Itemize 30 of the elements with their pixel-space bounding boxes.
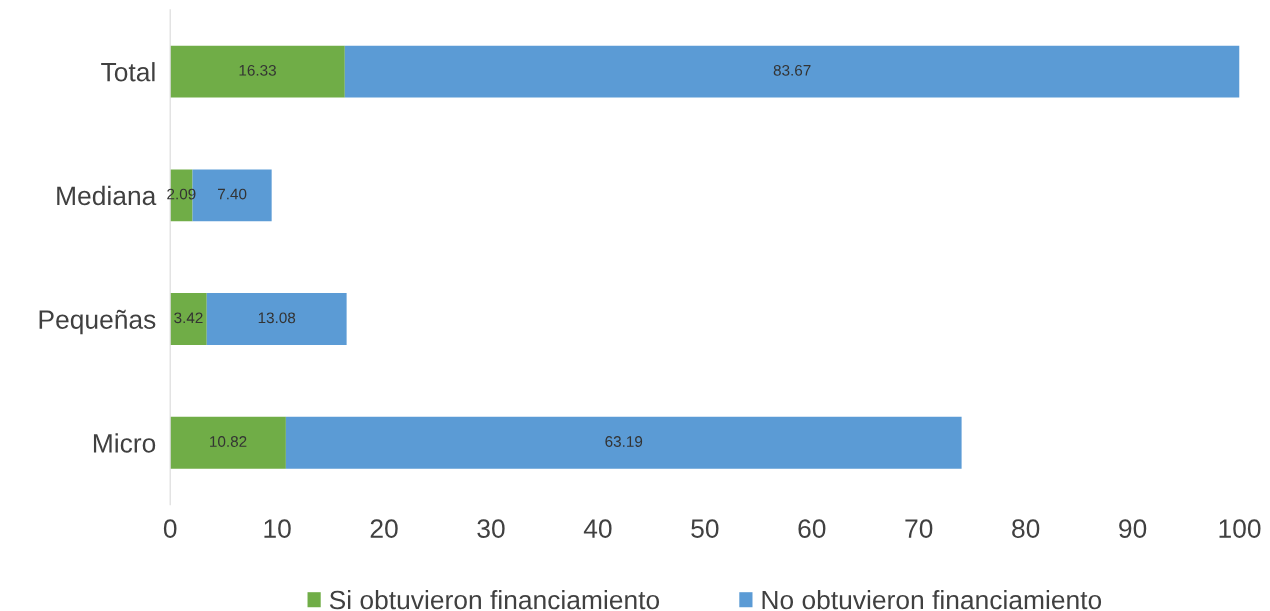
x-tick-label: 70 (905, 519, 933, 538)
data-label: 83.67 (773, 64, 811, 76)
x-tick-label: 0 (163, 519, 177, 538)
data-label: 63.19 (605, 436, 643, 447)
data-label: 10.82 (210, 436, 247, 447)
x-tick-label: 30 (477, 519, 505, 538)
bar (206, 293, 347, 346)
bar (344, 45, 1240, 98)
x-tick-label: 20 (370, 519, 398, 538)
x-tick-label: 100 (1219, 519, 1261, 538)
legend-label: Si obtuvieron financiamiento (329, 589, 660, 610)
x-tick-label: 10 (264, 519, 291, 538)
bar (170, 45, 345, 98)
legend-label: No obtuvieron financiamiento (762, 589, 1102, 610)
y-tick-label: Mediana (57, 185, 157, 206)
data-label: 3.42 (174, 312, 203, 324)
y-tick-label: Micro (93, 433, 156, 453)
data-label: 16.33 (239, 64, 276, 76)
data-label: 7.40 (218, 188, 247, 200)
y-tick-label: Total (101, 62, 155, 82)
x-tick-label: 50 (691, 519, 719, 538)
x-tick-label: 90 (1119, 519, 1147, 538)
y-tick-label: Pequeñas (39, 309, 156, 335)
bar (285, 416, 962, 469)
bar (170, 416, 286, 469)
bar (170, 293, 207, 346)
data-label: 13.08 (258, 312, 296, 324)
x-tick-label: 80 (1012, 519, 1040, 538)
x-tick-label: 60 (798, 519, 826, 538)
x-tick-label: 40 (583, 519, 612, 538)
